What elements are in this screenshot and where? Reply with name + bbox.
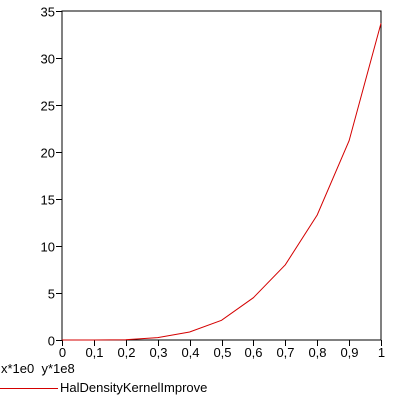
x-tick-label: 0,2 (117, 345, 135, 360)
legend-label: HalDensityKernelImprove (60, 380, 208, 395)
x-tick-label: 0,9 (340, 345, 358, 360)
y-tick-label: 20 (41, 146, 55, 161)
x-tick-label: 0,8 (308, 345, 326, 360)
series-line (62, 23, 382, 341)
x-tick-label: 0,1 (85, 345, 103, 360)
y-tick-label: 15 (41, 193, 55, 208)
y-tick-label: 30 (41, 52, 55, 67)
y-tick-label: 0 (48, 334, 55, 349)
axis-scale-note: x*1e0 y*1e8 (1, 361, 75, 376)
series-layer (62, 23, 382, 341)
x-tick-label: 1 (378, 345, 385, 360)
x-tick-label: 0,3 (149, 345, 167, 360)
x-axis-ticks: 0 0,1 0,2 0,3 0,4 0,5 0,6 0,7 0,8 0,9 1 (59, 340, 385, 360)
y-tick-label: 25 (41, 99, 55, 114)
y-axis-ticks: 0 5 10 15 20 25 30 35 (41, 5, 62, 349)
axes (61, 10, 382, 341)
x-tick-label: 0,4 (181, 345, 199, 360)
y-tick-label: 10 (41, 240, 55, 255)
x-tick-label: 0,6 (244, 345, 262, 360)
y-tick-label: 5 (48, 287, 55, 302)
plot-frame (61, 10, 382, 341)
x-tick-label: 0,5 (213, 345, 231, 360)
x-tick-label: 0 (59, 345, 66, 360)
x-tick-label: 0,7 (276, 345, 294, 360)
legend-swatch (0, 388, 58, 389)
y-tick-label: 35 (41, 5, 55, 20)
